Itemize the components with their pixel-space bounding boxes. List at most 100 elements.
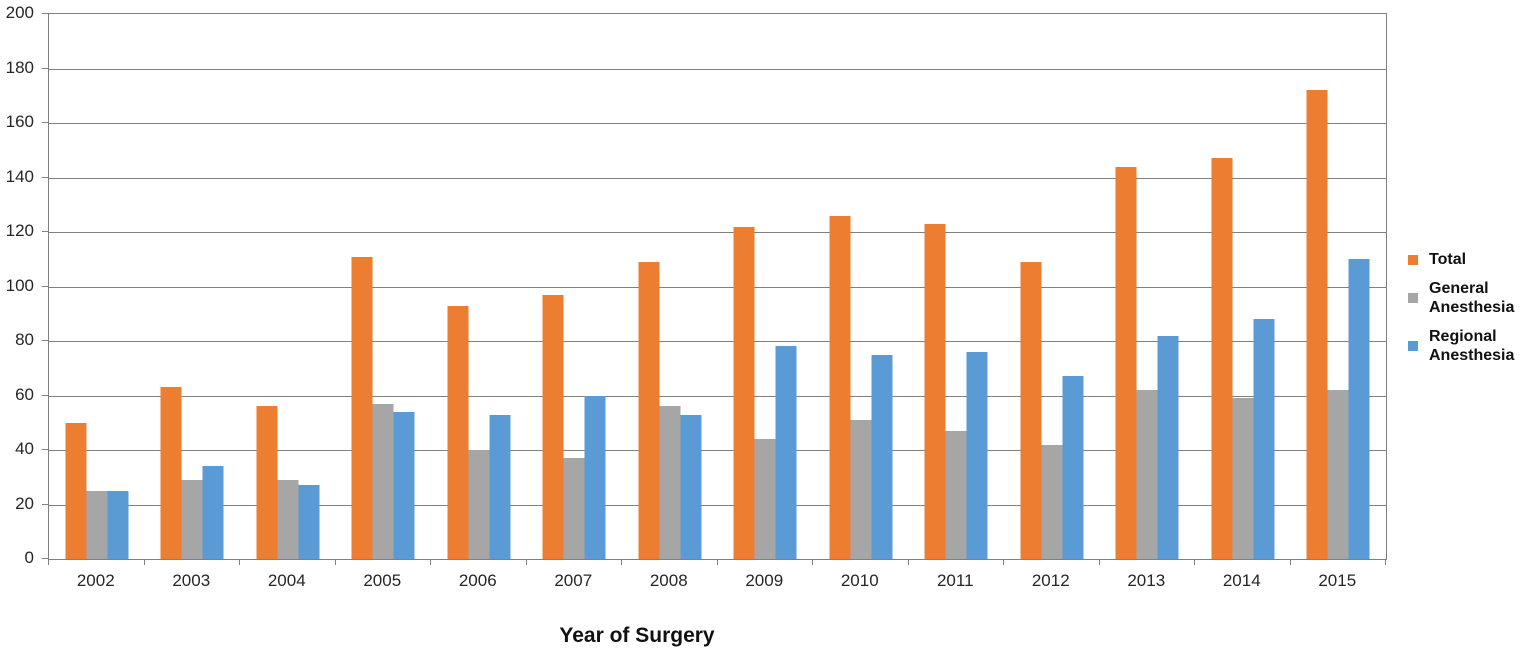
bar-group-2003	[145, 14, 241, 559]
bar-general-anesthesia-2015	[1327, 390, 1349, 559]
bar-general-anesthesia-2003	[181, 479, 203, 559]
y-tick-mark-140	[42, 176, 49, 178]
x-tick-mark-14	[1385, 559, 1386, 565]
x-tick-mark-3	[334, 559, 336, 565]
gridline-y-100	[49, 286, 1386, 288]
bar-total-2008	[638, 261, 660, 559]
bar-regional-anesthesia-2006	[489, 414, 511, 559]
bar-total-2014	[1211, 158, 1233, 559]
y-tick-mark-80	[42, 340, 49, 341]
y-tick-mark-60	[42, 394, 49, 396]
y-tick-label-20: 20	[15, 493, 34, 513]
y-tick-label-40: 40	[15, 439, 34, 458]
bar-group-2011	[909, 14, 1005, 559]
bar-total-2013	[1115, 166, 1137, 559]
bar-group-2013	[1100, 14, 1196, 559]
gridline-y-120	[49, 232, 1386, 233]
x-tick-mark-12	[1194, 559, 1195, 565]
bar-regional-anesthesia-2003	[202, 466, 224, 559]
x-tick-mark-9	[907, 559, 909, 565]
bar-group-2012	[1004, 14, 1100, 559]
y-tick-mark-180	[42, 67, 49, 69]
bar-regional-anesthesia-2011	[966, 351, 988, 559]
x-tick-label-2007: 2007	[554, 571, 593, 590]
bar-regional-anesthesia-2014	[1253, 319, 1275, 559]
y-tick-label-80: 80	[15, 330, 34, 349]
bar-group-2009	[718, 14, 814, 559]
x-tick-mark-10	[1003, 559, 1004, 565]
bar-regional-anesthesia-2015	[1348, 259, 1370, 559]
bar-general-anesthesia-2005	[372, 403, 394, 559]
bar-general-anesthesia-2008	[659, 406, 681, 559]
bar-regional-anesthesia-2009	[775, 346, 797, 559]
bar-total-2007	[542, 294, 564, 559]
bar-regional-anesthesia-2005	[393, 411, 415, 559]
bar-regional-anesthesia-2008	[680, 414, 702, 559]
legend-item-regional-anesthesia: Regional Anesthesia	[1408, 327, 1529, 365]
bar-general-anesthesia-2011	[945, 430, 967, 559]
x-tick-mark-0	[48, 559, 49, 565]
plot-area	[48, 13, 1387, 560]
bar-group-2014	[1195, 14, 1291, 559]
x-tick-mark-6	[621, 559, 622, 565]
y-tick-mark-120	[42, 231, 49, 232]
bar-regional-anesthesia-2007	[584, 395, 606, 559]
x-tick-label-2006: 2006	[458, 571, 497, 590]
bar-total-2015	[1306, 90, 1328, 559]
bar-regional-anesthesia-2012	[1062, 376, 1084, 559]
gridline-y-60	[49, 395, 1386, 397]
legend-swatch-general-anesthesia	[1408, 293, 1418, 303]
bar-regional-anesthesia-2010	[871, 354, 893, 559]
bar-total-2002	[65, 422, 87, 559]
bar-group-2007	[527, 14, 623, 559]
gridline-y-40	[49, 450, 1386, 451]
bar-group-2005	[336, 14, 432, 559]
x-tick-label-2004: 2004	[267, 571, 306, 590]
y-tick-mark-100	[42, 285, 49, 287]
bar-general-anesthesia-2004	[277, 479, 299, 559]
x-tick-mark-7	[716, 559, 718, 565]
bar-group-2002	[49, 14, 145, 559]
bar-total-2004	[256, 406, 278, 559]
y-tick-label-200: 200	[5, 3, 34, 22]
legend: Total General Anesthesia Regional Anesthes…	[1408, 250, 1529, 365]
bar-group-2004	[240, 14, 336, 559]
y-tick-label-0: 0	[24, 548, 34, 567]
bar-group-2015	[1291, 14, 1387, 559]
x-tick-label-2014: 2014	[1222, 571, 1261, 590]
bar-total-2009	[733, 226, 755, 559]
legend-label-regional-anesthesia: Regional Anesthesia	[1429, 328, 1515, 364]
y-tick-label-160: 160	[5, 112, 34, 131]
y-tick-mark-20	[42, 503, 49, 505]
y-tick-mark-0	[42, 558, 49, 559]
x-tick-mark-8	[812, 559, 813, 565]
x-tick-label-2003: 2003	[172, 571, 211, 590]
x-tick-mark-11	[1098, 559, 1100, 565]
y-tick-label-120: 120	[5, 221, 34, 240]
x-tick-label-2013: 2013	[1127, 571, 1166, 590]
bar-total-2005	[351, 256, 373, 559]
bar-general-anesthesia-2006	[468, 450, 490, 559]
y-tick-label-100: 100	[5, 275, 34, 295]
x-tick-mark-2	[239, 559, 240, 565]
bar-general-anesthesia-2010	[850, 420, 872, 559]
x-tick-label-2011: 2011	[936, 571, 974, 590]
x-tick-label-2015: 2015	[1318, 571, 1357, 590]
x-tick-label-2005: 2005	[363, 571, 402, 590]
bar-general-anesthesia-2009	[754, 439, 776, 559]
y-tick-label-180: 180	[5, 57, 34, 77]
x-tick-label-2002: 2002	[76, 571, 115, 590]
x-tick-label-2010: 2010	[840, 571, 879, 590]
gridline-y-20	[49, 504, 1386, 506]
gridline-y-180	[49, 68, 1386, 70]
bar-total-2010	[829, 215, 851, 559]
bar-regional-anesthesia-2004	[298, 485, 320, 559]
x-tick-label-2009: 2009	[745, 571, 784, 590]
x-tick-mark-5	[525, 559, 527, 565]
bar-total-2012	[1020, 261, 1042, 559]
bar-group-2010	[813, 14, 909, 559]
bar-regional-anesthesia-2013	[1157, 335, 1179, 559]
gridline-y-140	[49, 177, 1386, 179]
y-tick-mark-200	[42, 13, 49, 14]
